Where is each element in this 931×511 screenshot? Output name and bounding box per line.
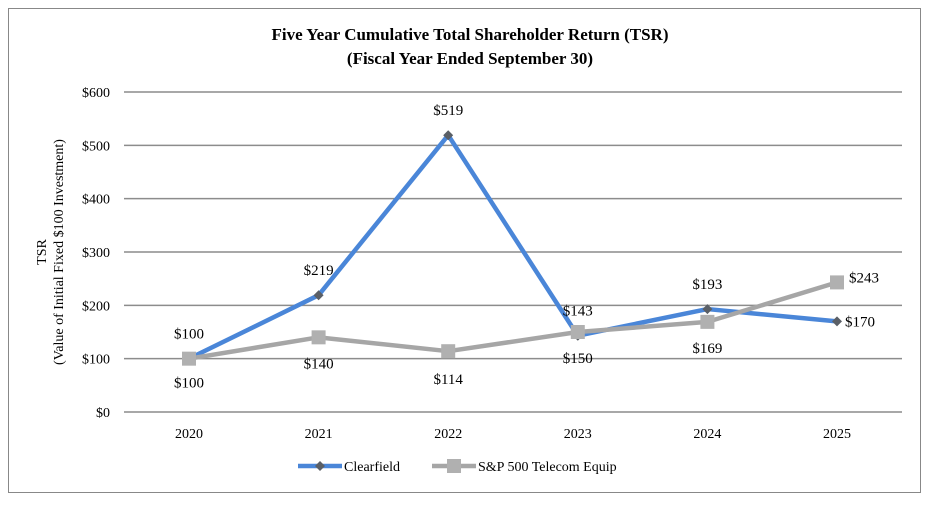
clearfield-data-label: $219 bbox=[304, 263, 334, 279]
clearfield-data-label: $143 bbox=[563, 304, 593, 320]
clearfield-data-label: $193 bbox=[692, 277, 722, 293]
sp500-telecom-point bbox=[441, 344, 456, 359]
clearfield-point bbox=[443, 130, 454, 141]
sp500-telecom-data-label: $100 bbox=[174, 376, 204, 392]
sp500-telecom-point bbox=[830, 275, 844, 290]
x-tick-label: 2023 bbox=[564, 427, 592, 442]
y-tick-label: $100 bbox=[82, 353, 110, 368]
clearfield-data-label: $100 bbox=[174, 327, 204, 343]
sp500-telecom-data-label: $243 bbox=[849, 270, 879, 286]
x-tick-label: 2022 bbox=[434, 427, 462, 442]
clearfield-point bbox=[313, 290, 324, 301]
y-tick-label: $600 bbox=[82, 86, 110, 101]
sp500-telecom-line bbox=[188, 280, 838, 361]
sp500-telecom-data-label: $150 bbox=[563, 351, 593, 367]
sp500-telecom-data-label: $140 bbox=[304, 356, 334, 372]
sp500-telecom-data-label: $114 bbox=[433, 372, 463, 388]
y-tick-label: $300 bbox=[82, 246, 110, 261]
y-axis-label-secondary: (Value of Initial Fixed $100 Investment) bbox=[52, 139, 67, 365]
clearfield-legend-marker bbox=[315, 461, 325, 471]
sp500-telecom-point bbox=[700, 314, 715, 329]
y-axis-label: TSR bbox=[35, 239, 50, 265]
sp500-telecom-legend-label: S&P 500 Telecom Equip bbox=[478, 460, 617, 475]
x-tick-label: 2020 bbox=[175, 427, 203, 442]
x-tick-label: 2025 bbox=[823, 427, 851, 442]
y-tick-label: $200 bbox=[82, 299, 110, 314]
sp500-telecom-point bbox=[570, 325, 585, 339]
clearfield-data-label: $519 bbox=[433, 103, 463, 119]
y-tick-label: $500 bbox=[82, 139, 110, 154]
clearfield-data-label: $170 bbox=[845, 314, 875, 330]
sp500-telecom-data-label: $169 bbox=[692, 341, 722, 357]
clearfield-legend-label: Clearfield bbox=[344, 460, 400, 475]
chart-title: Five Year Cumulative Total Shareholder R… bbox=[272, 25, 669, 44]
chart-subtitle: (Fiscal Year Ended September 30) bbox=[347, 49, 593, 68]
y-tick-label: $0 bbox=[96, 406, 110, 421]
sp500-telecom-point bbox=[182, 351, 196, 366]
sp500-telecom-legend-marker bbox=[447, 459, 461, 473]
clearfield-line bbox=[188, 132, 838, 361]
clearfield-point bbox=[702, 304, 713, 315]
x-tick-label: 2021 bbox=[305, 427, 333, 442]
y-tick-label: $400 bbox=[82, 193, 110, 208]
clearfield-point bbox=[832, 316, 842, 327]
chart-frame bbox=[8, 8, 921, 493]
sp500-telecom-point bbox=[311, 330, 326, 345]
x-tick-label: 2024 bbox=[693, 427, 721, 442]
